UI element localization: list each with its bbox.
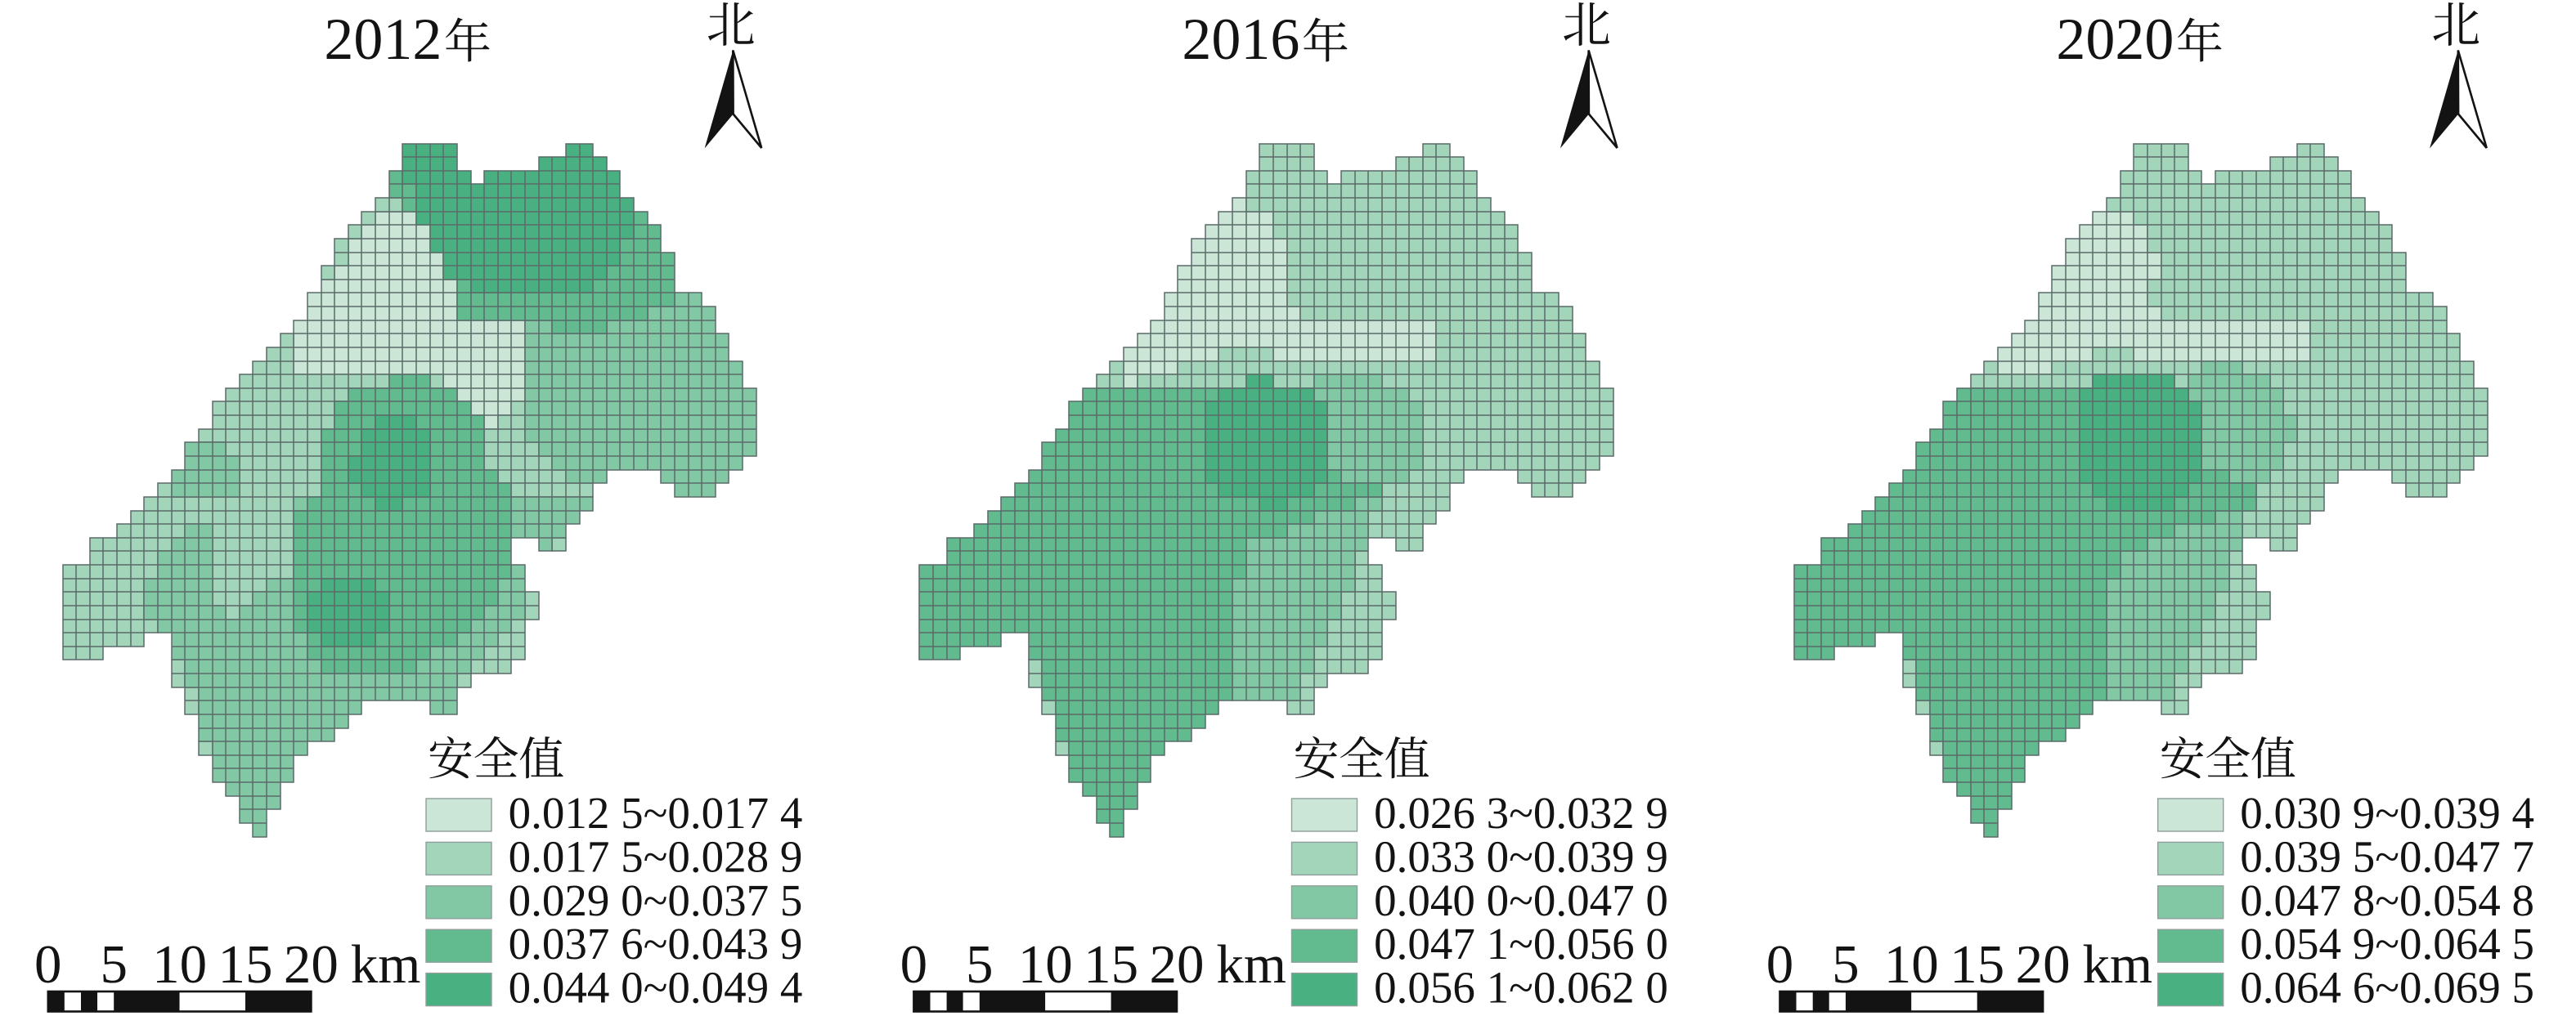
svg-text:2012: 2012 — [324, 7, 442, 72]
svg-text:2020: 2020 — [2056, 7, 2174, 72]
svg-text:0.017 5~0.028 9: 0.017 5~0.028 9 — [509, 831, 803, 881]
svg-text:15: 15 — [1084, 934, 1138, 995]
svg-text:0.033 0~0.039 9: 0.033 0~0.039 9 — [1374, 831, 1668, 881]
svg-text:5: 5 — [1832, 934, 1860, 995]
svg-text:15: 15 — [218, 934, 273, 995]
svg-text:km: km — [2083, 934, 2153, 995]
svg-text:km: km — [1216, 934, 1286, 995]
svg-text:5: 5 — [966, 934, 994, 995]
svg-text:0.029 0~0.037 5: 0.029 0~0.037 5 — [509, 875, 803, 925]
svg-text:15: 15 — [1950, 934, 2004, 995]
svg-text:10: 10 — [1884, 934, 1939, 995]
svg-text:km: km — [351, 934, 421, 995]
svg-text:0.040 0~0.047 0: 0.040 0~0.047 0 — [1374, 875, 1668, 925]
svg-text:0.064 6~0.069 5: 0.064 6~0.069 5 — [2240, 963, 2534, 1013]
svg-text:0.054 9~0.064 5: 0.054 9~0.064 5 — [2240, 919, 2534, 969]
svg-text:0: 0 — [1766, 934, 1794, 995]
svg-text:0.047 8~0.054 8: 0.047 8~0.054 8 — [2240, 875, 2534, 925]
svg-text:0.030 9~0.039 4: 0.030 9~0.039 4 — [2240, 788, 2534, 838]
svg-text:20: 20 — [2016, 934, 2071, 995]
svg-text:10: 10 — [152, 934, 207, 995]
svg-text:5: 5 — [100, 934, 128, 995]
svg-text:0: 0 — [900, 934, 928, 995]
svg-text:0.039 5~0.047 7: 0.039 5~0.047 7 — [2240, 831, 2534, 881]
svg-text:20: 20 — [1150, 934, 1205, 995]
svg-text:0.044 0~0.049 4: 0.044 0~0.049 4 — [509, 963, 803, 1013]
svg-text:0.047 1~0.056 0: 0.047 1~0.056 0 — [1374, 919, 1668, 969]
svg-text:10: 10 — [1018, 934, 1073, 995]
svg-text:0.012 5~0.017 4: 0.012 5~0.017 4 — [509, 788, 803, 838]
svg-text:0.026 3~0.032 9: 0.026 3~0.032 9 — [1374, 788, 1668, 838]
svg-text:2016: 2016 — [1182, 7, 1299, 72]
svg-text:0.056 1~0.062 0: 0.056 1~0.062 0 — [1374, 963, 1668, 1013]
svg-text:0.037 6~0.043 9: 0.037 6~0.043 9 — [509, 919, 803, 969]
svg-text:0: 0 — [34, 934, 62, 995]
svg-text:20: 20 — [284, 934, 339, 995]
